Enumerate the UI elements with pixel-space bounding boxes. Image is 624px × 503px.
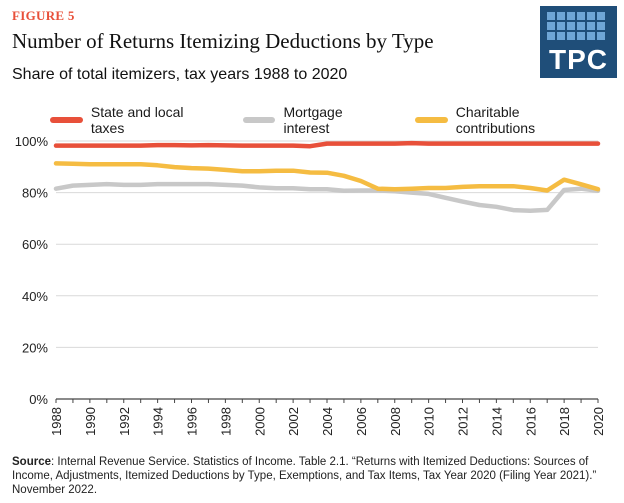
series-line-charitable-contributions — [53, 161, 601, 193]
legend-label-charitable: Charitable contributions — [455, 104, 536, 136]
x-tick-label: 2004 — [320, 407, 335, 436]
tpc-logo: TPC — [540, 6, 617, 78]
x-tick-label: 2018 — [557, 407, 572, 436]
legend-item-mortgage: Mortgage interest — [242, 104, 389, 136]
logo-text: TPC — [549, 44, 608, 75]
series-line-mortgage-interest — [53, 181, 601, 213]
chart-legend: State and local taxes Mortgage interest … — [50, 104, 624, 136]
legend-item-charitable: Charitable contributions — [414, 104, 598, 136]
legend-swatch-mortgage — [242, 117, 276, 123]
legend-label-mortgage: Mortgage interest — [283, 104, 343, 136]
y-tick-label: 0% — [29, 392, 48, 407]
x-tick-label: 1988 — [49, 407, 64, 436]
x-tick-label: 1994 — [151, 407, 166, 436]
source-note: Source: Internal Revenue Service. Statis… — [12, 455, 617, 497]
x-tick-label: 2008 — [388, 407, 403, 436]
x-tick-label: 2014 — [489, 407, 504, 436]
y-tick-label: 80% — [22, 186, 48, 201]
x-tick-label: 2006 — [354, 407, 369, 436]
source-text: : Internal Revenue Service. Statistics o… — [12, 456, 597, 496]
x-tick-label: 2000 — [252, 407, 267, 436]
x-tick-label: 2016 — [523, 407, 538, 436]
x-tick-label: 1998 — [218, 407, 233, 436]
chart-subtitle: Share of total itemizers, tax years 1988… — [12, 66, 348, 83]
legend-label-state-local: State and local taxes — [90, 104, 184, 136]
y-tick-label: 20% — [22, 340, 48, 355]
x-tick-label: 1990 — [83, 407, 98, 436]
source-label: Source — [12, 456, 51, 468]
x-tick-label: 2010 — [422, 407, 437, 436]
legend-swatch-charitable — [414, 117, 448, 123]
logo-grid-icon — [547, 12, 605, 40]
series-line-state-and-local-taxes — [53, 140, 601, 149]
legend-swatch-state-local — [50, 117, 83, 123]
x-tick-label: 2002 — [286, 407, 301, 436]
figure-label: FIGURE 5 — [12, 8, 75, 23]
x-tick-label: 1996 — [185, 407, 200, 436]
chart-title: Number of Returns Itemizing Deductions b… — [12, 29, 434, 53]
y-tick-label: 100% — [15, 134, 49, 149]
y-tick-label: 40% — [22, 289, 48, 304]
x-tick-label: 2012 — [456, 407, 471, 436]
x-tick-label: 2020 — [591, 407, 606, 436]
x-tick-label: 1992 — [117, 407, 132, 436]
legend-item-state-local: State and local taxes — [50, 104, 217, 136]
y-tick-label: 60% — [22, 237, 48, 252]
